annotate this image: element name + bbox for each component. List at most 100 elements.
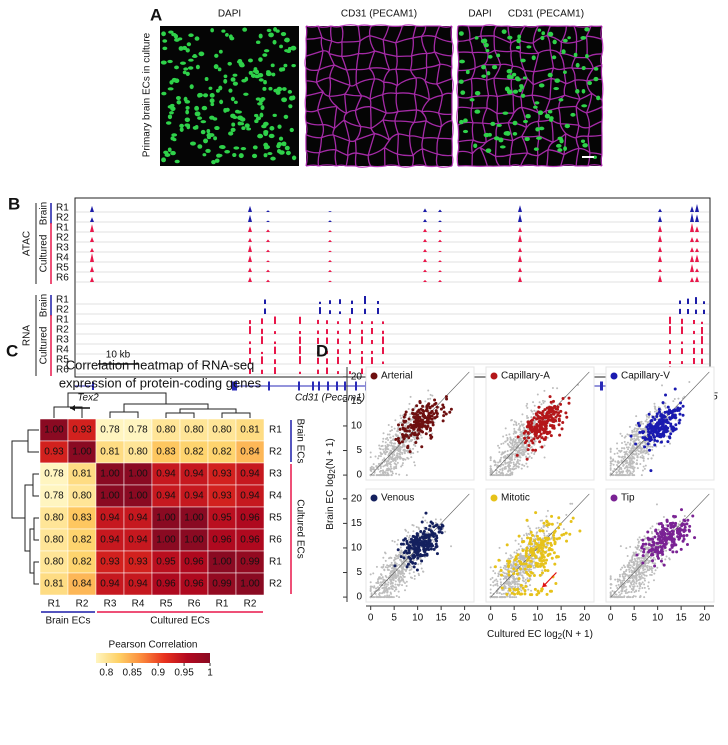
nucleus <box>594 67 598 71</box>
background-gene <box>383 457 385 459</box>
cell-label: 0.93 <box>212 491 232 502</box>
background-gene <box>519 459 521 461</box>
background-gene <box>519 447 521 449</box>
background-gene <box>397 557 399 559</box>
background-gene <box>622 580 624 582</box>
nucleus <box>259 34 263 39</box>
background-gene <box>532 413 534 415</box>
marker-gene <box>501 586 504 589</box>
background-gene <box>615 472 617 474</box>
marker-gene <box>541 420 544 423</box>
background-gene <box>626 446 628 448</box>
marker-gene <box>558 423 561 426</box>
background-gene <box>490 592 492 594</box>
cell-label: 0.84 <box>240 447 260 458</box>
marker-gene <box>505 593 508 596</box>
marker-gene <box>545 431 548 434</box>
column-label: R1 <box>216 599 229 610</box>
marker-gene <box>429 437 432 440</box>
y-tick-label: 5 <box>356 567 362 578</box>
background-gene <box>400 417 402 419</box>
background-gene <box>528 562 530 564</box>
background-gene <box>519 427 521 429</box>
marker-gene <box>662 401 665 404</box>
nucleus <box>520 59 526 63</box>
background-gene <box>498 474 500 476</box>
cell-label: 0.83 <box>156 447 176 458</box>
cell-label: 1.00 <box>184 535 204 546</box>
nucleus <box>276 29 280 32</box>
background-gene <box>383 592 385 594</box>
background-gene <box>490 588 492 590</box>
marker-gene <box>536 551 539 554</box>
marker-gene <box>448 411 451 414</box>
cell-label: 0.94 <box>184 491 204 502</box>
marker-gene <box>535 413 538 416</box>
marker-gene <box>572 517 575 520</box>
colorbar <box>96 653 210 663</box>
background-gene <box>612 458 614 460</box>
background-gene <box>490 584 492 586</box>
background-gene <box>495 472 497 474</box>
background-gene <box>647 554 649 556</box>
background-gene <box>396 595 398 597</box>
x-tick-label: 0 <box>488 613 494 624</box>
nucleus <box>169 111 174 114</box>
background-gene <box>509 470 511 472</box>
nucleus <box>576 63 580 68</box>
nucleus <box>552 55 556 59</box>
background-gene <box>499 469 501 471</box>
marker-gene <box>542 522 545 525</box>
marker-gene <box>409 450 412 453</box>
background-gene <box>410 576 412 578</box>
marker-gene <box>541 547 544 550</box>
background-gene <box>655 569 657 571</box>
marker-gene <box>541 571 544 574</box>
background-gene <box>629 546 631 548</box>
background-gene <box>565 514 567 516</box>
background-gene <box>513 551 515 553</box>
background-gene <box>616 474 618 476</box>
nucleus <box>242 28 247 32</box>
background-gene <box>618 584 620 586</box>
background-gene <box>526 405 528 407</box>
background-gene <box>375 456 377 458</box>
background-gene <box>642 428 644 430</box>
nucleus <box>231 128 236 132</box>
marker-gene <box>534 562 537 565</box>
background-gene <box>530 409 532 411</box>
nucleus <box>559 138 563 143</box>
background-gene <box>648 566 650 568</box>
background-gene <box>510 596 512 598</box>
marker-gene <box>659 433 662 436</box>
marker-gene <box>545 546 548 549</box>
background-gene <box>634 562 636 564</box>
cell-label: 0.80 <box>212 425 232 436</box>
background-gene <box>385 452 387 454</box>
background-gene <box>382 438 384 440</box>
background-gene <box>640 595 642 597</box>
background-gene <box>623 573 625 575</box>
nucleus <box>214 126 219 130</box>
background-gene <box>387 434 389 436</box>
nucleus <box>210 103 214 106</box>
background-gene <box>522 580 524 582</box>
background-gene <box>638 453 640 455</box>
marker-gene <box>519 567 522 570</box>
marker-gene <box>416 410 419 413</box>
marker-gene <box>426 546 429 549</box>
background-gene <box>400 446 402 448</box>
marker-gene <box>525 549 528 552</box>
background-gene <box>521 453 523 455</box>
background-gene <box>397 462 399 464</box>
background-gene <box>654 562 656 564</box>
cell-label: 0.80 <box>44 513 64 524</box>
background-gene <box>521 537 523 539</box>
marker-gene <box>559 523 562 526</box>
marker-gene <box>656 412 659 415</box>
marker-gene <box>432 423 435 426</box>
nucleus <box>533 106 538 109</box>
marker-gene <box>393 564 396 567</box>
cell-label: 0.95 <box>212 513 232 524</box>
background-gene <box>394 541 396 543</box>
